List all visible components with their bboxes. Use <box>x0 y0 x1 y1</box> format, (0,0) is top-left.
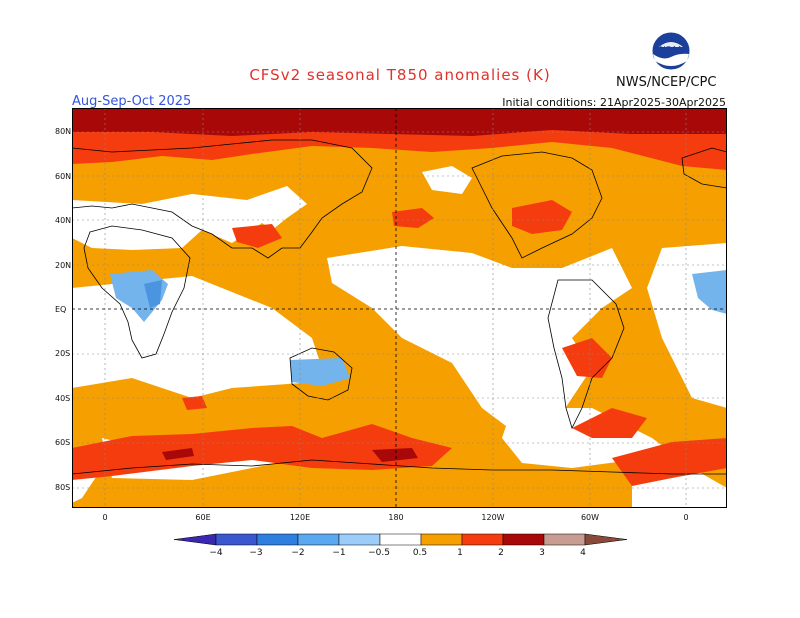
colorbar-label: −3 <box>249 548 263 558</box>
colorbar-label: −0.5 <box>368 548 390 558</box>
lat-label-20s: 20S <box>55 349 71 358</box>
chart-title: CFSv2 seasonal T850 anomalies (K) <box>249 66 551 84</box>
colorbar-cell <box>420 533 463 546</box>
colorbar-cell <box>256 533 299 546</box>
colorbar-cell <box>215 533 258 546</box>
anomaly-map <box>72 108 727 508</box>
colorbar-label: 2 <box>498 548 504 558</box>
lat-label-eq: EQ <box>55 305 67 314</box>
coastlines <box>72 139 727 475</box>
lat-label-20n: 20N <box>55 261 72 270</box>
lon-label-0: 0 <box>102 513 108 522</box>
lon-label-180: 180 <box>388 513 404 522</box>
lon-label-60w: 60W <box>580 513 600 522</box>
colorbar-label: −2 <box>291 548 305 558</box>
colorbar-cell <box>461 533 504 546</box>
lon-label-60e: 60E <box>195 513 211 522</box>
lat-label-80s: 80S <box>55 483 71 492</box>
colorbar-cell <box>379 533 422 546</box>
strong-warm-regions <box>72 108 727 462</box>
colorbar <box>173 533 628 546</box>
graticule <box>72 108 727 508</box>
lat-label-40n: 40N <box>55 216 72 225</box>
colorbar-label: −4 <box>209 548 223 558</box>
lat-label-60s: 60S <box>55 438 71 447</box>
lat-label-80n: 80N <box>55 127 72 136</box>
colorbar-cell <box>502 533 545 546</box>
lon-label-120w: 120W <box>481 513 505 522</box>
lat-label-40s: 40S <box>55 394 71 403</box>
cool-regions <box>110 270 727 386</box>
neutral-regions <box>72 166 727 508</box>
colorbar-label: −1 <box>332 548 346 558</box>
logo-text: NOAA <box>660 45 683 54</box>
season-label: Aug-Sep-Oct 2025 <box>72 94 192 109</box>
colorbar-cell <box>543 533 586 546</box>
colorbar-arrow-right <box>584 533 628 546</box>
colorbar-label: 1 <box>457 548 463 558</box>
lon-label-120e: 120E <box>289 513 311 522</box>
colorbar-arrow-left <box>173 533 217 546</box>
colorbar-cell <box>338 533 381 546</box>
agency-label: NWS/NCEP/CPC <box>616 75 717 90</box>
colorbar-label: 3 <box>539 548 545 558</box>
noaa-logo: NOAA <box>651 31 691 71</box>
lon-label-0-east: 0 <box>683 513 689 522</box>
colorbar-label: 4 <box>580 548 586 558</box>
map-frame <box>72 108 727 508</box>
colorbar-cell <box>297 533 340 546</box>
colorbar-label: 0.5 <box>412 548 428 558</box>
lat-label-60n: 60N <box>55 172 72 181</box>
initial-conditions-label: Initial conditions: 21Apr2025-30Apr2025 <box>502 96 726 109</box>
equator-dateline <box>72 108 727 508</box>
